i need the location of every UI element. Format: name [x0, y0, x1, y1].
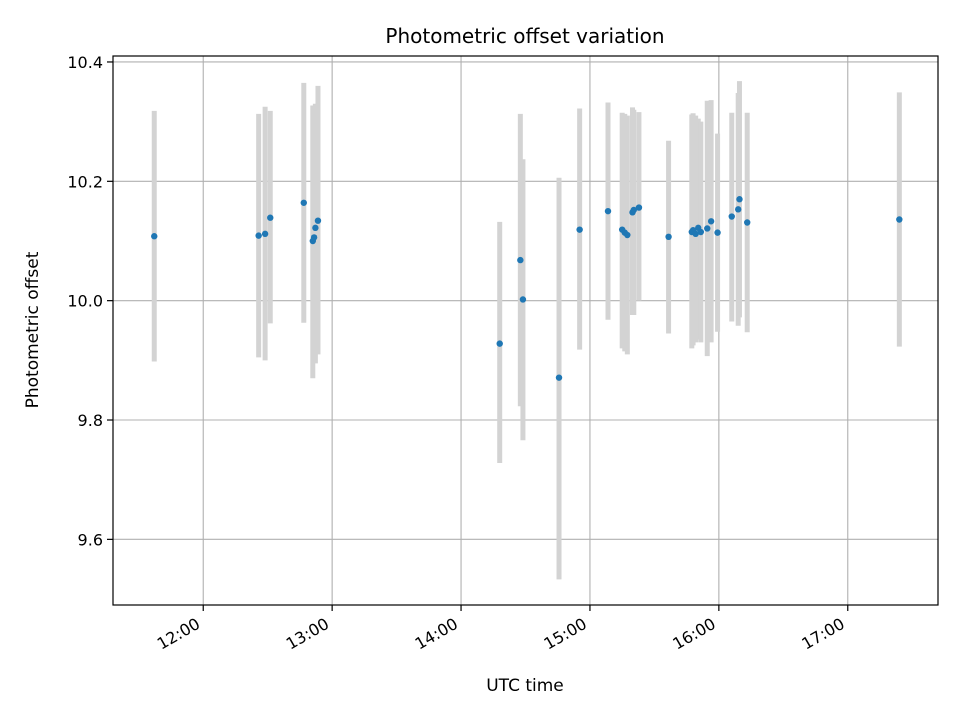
data-point	[624, 231, 631, 239]
data-point	[496, 340, 503, 347]
data-point	[312, 224, 319, 232]
plot-frame	[112, 55, 939, 606]
data-point	[714, 229, 721, 236]
data-point	[896, 216, 903, 223]
data-point	[151, 233, 158, 240]
data-points	[151, 196, 903, 381]
y-axis-ticks: 9.6 9.8 10.0 10.2 10.4	[67, 53, 113, 549]
data-point	[314, 217, 322, 224]
data-point	[736, 196, 743, 203]
data-point	[707, 218, 715, 225]
data-point	[692, 230, 699, 238]
data-point	[255, 232, 262, 239]
data-point	[555, 374, 563, 381]
data-point	[704, 225, 711, 232]
data-point	[697, 228, 705, 236]
data-point	[519, 296, 527, 303]
data-point	[630, 206, 637, 214]
data-point	[310, 234, 318, 241]
y-tick-label: 9.6	[78, 530, 103, 549]
data-point	[604, 207, 612, 215]
data-point	[576, 226, 583, 233]
data-point	[734, 206, 742, 213]
data-point	[517, 256, 524, 264]
data-point	[744, 219, 751, 226]
y-tick-label: 10.0	[67, 292, 103, 311]
y-axis-title: Photometric offset	[23, 251, 43, 408]
data-point	[635, 204, 643, 211]
chart-title: Photometric offset variation	[385, 24, 664, 48]
y-tick-label: 10.4	[67, 53, 103, 72]
data-point	[665, 233, 672, 241]
y-tick-label: 9.8	[78, 411, 103, 430]
y-tick-label: 10.2	[67, 172, 103, 191]
data-point	[728, 213, 735, 220]
data-point	[267, 214, 274, 221]
data-point	[300, 199, 307, 206]
data-point	[261, 230, 269, 238]
x-axis-title: UTC time	[486, 676, 564, 696]
